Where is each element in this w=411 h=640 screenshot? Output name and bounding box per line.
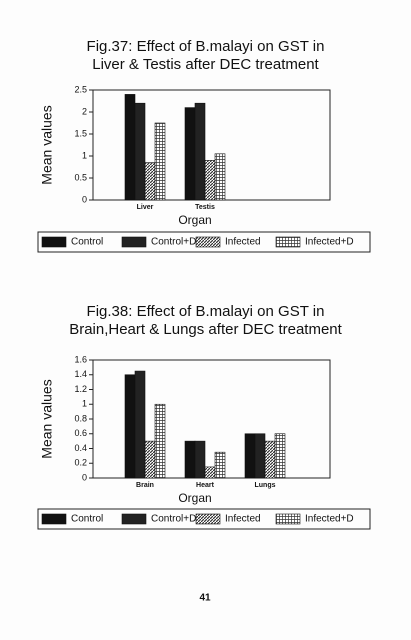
bar [144,162,156,201]
bar [124,374,136,479]
x-axis-label: Organ [178,213,211,227]
legend-box [37,508,371,530]
x-tick-label: Lungs [255,482,276,489]
legend-label: Infected+D [305,514,354,525]
x-tick-label: Brain [136,482,154,489]
bar [204,466,216,479]
bar [204,160,216,201]
y-tick-label: 2 [82,106,87,116]
bar [194,102,206,201]
legend-swatch [121,513,147,525]
y-tick-label: 1.6 [74,354,87,364]
y-tick-label: 0 [82,472,87,482]
y-tick-label: 0.5 [74,172,87,182]
legend-label: Control+D [151,237,196,248]
y-axis-label: Mean values [39,379,55,458]
bar [254,433,266,479]
chart-title: Fig.37: Effect of B.malayi on GST in Liv… [86,38,325,73]
legend-swatch [41,236,67,248]
bar [274,433,286,479]
legend-swatch [195,236,221,248]
x-tick-label: Heart [196,482,215,489]
bar [214,153,226,201]
y-tick-label: 1.5 [74,128,87,138]
bar [134,370,146,479]
legend-swatch [195,513,221,525]
y-tick-label: 0.6 [74,428,87,438]
bar [184,107,196,201]
legend-label: Infected [225,514,261,525]
bar [134,102,146,201]
y-tick-label: 1 [82,399,87,409]
y-axis-label: Mean values [39,105,55,184]
x-tick-label: Testis [195,204,215,211]
legend-label: Infected [225,237,261,248]
bar [214,451,226,479]
y-tick-label: 0.4 [74,443,87,453]
bar [154,403,166,479]
chart-title: Fig.38: Effect of B.malayi on GST in Bra… [69,303,342,338]
y-tick-label: 1.4 [74,369,87,379]
legend-label: Control+D [151,514,196,525]
bar [244,433,256,479]
y-tick-label: 0 [82,194,87,204]
legend-label: Control [71,237,103,248]
legend-label: Control [71,514,103,525]
y-tick-label: 1 [82,150,87,160]
page-number: 41 [199,593,211,604]
x-axis-label: Organ [178,491,211,505]
y-tick-label: 0.2 [74,458,87,468]
y-tick-label: 2.5 [74,84,87,94]
legend-swatch [121,236,147,248]
legend-label: Infected+D [305,237,354,248]
bar [144,440,156,479]
legend-swatch [275,236,301,248]
y-tick-label: 0.8 [74,413,87,423]
x-tick-label: Liver [137,204,154,211]
legend-swatch [41,513,67,525]
y-tick-label: 1.2 [74,384,87,394]
legend-box [37,231,371,253]
bar [124,94,136,201]
legend-swatch [275,513,301,525]
bar [194,440,206,479]
bar [264,440,276,479]
bar [184,440,196,479]
bar [154,122,166,201]
